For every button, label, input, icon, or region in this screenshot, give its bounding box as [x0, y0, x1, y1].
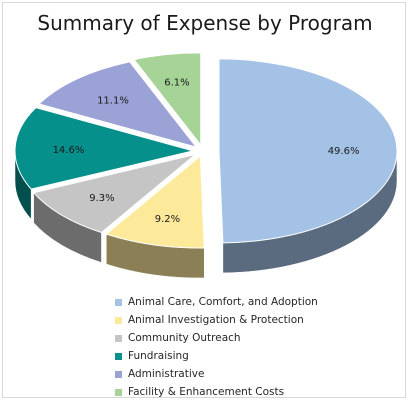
pie-slice	[105, 154, 205, 249]
legend: Animal Care, Comfort, and Adoption Animal…	[115, 293, 318, 401]
legend-item: Community Outreach	[115, 329, 318, 347]
pie-slice	[32, 153, 196, 234]
legend-item: Administrative	[115, 365, 318, 383]
legend-item: Fundraising	[115, 347, 318, 365]
legend-item: Animal Investigation & Protection	[115, 311, 318, 329]
legend-label: Community Outreach	[128, 332, 241, 344]
legend-label: Fundraising	[128, 350, 189, 362]
legend-swatch	[115, 388, 122, 396]
pie-slice	[218, 58, 398, 244]
legend-swatch	[115, 334, 122, 342]
legend-label: Administrative	[128, 368, 205, 380]
data-label: 9.3%	[89, 193, 114, 204]
data-label: 49.6%	[328, 146, 360, 157]
legend-swatch	[115, 316, 122, 324]
legend-swatch	[115, 298, 122, 306]
legend-item: Facility & Enhancement Costs	[115, 383, 318, 401]
pie-slice	[38, 61, 198, 149]
pie-slice	[14, 107, 194, 190]
pie-chart: 49.6% 9.2% 9.3% 14.6% 11.1% 6.1%	[14, 52, 398, 279]
chart-frame: Summary of Expense by Program 49.6% 9.2% 9…	[2, 2, 406, 398]
legend-swatch	[115, 352, 122, 360]
data-label: 14.6%	[53, 145, 85, 156]
data-label: 11.1%	[97, 95, 129, 106]
chart-title: Summary of Expense by Program	[37, 11, 373, 35]
legend-label: Animal Care, Comfort, and Adoption	[128, 296, 318, 308]
legend-swatch	[115, 370, 122, 378]
legend-label: Facility & Enhancement Costs	[128, 386, 285, 398]
pie-slice	[133, 52, 202, 147]
data-label: 9.2%	[155, 214, 180, 225]
legend-label: Animal Investigation & Protection	[128, 314, 304, 326]
legend-item: Animal Care, Comfort, and Adoption	[115, 293, 318, 311]
data-label: 6.1%	[164, 78, 189, 89]
